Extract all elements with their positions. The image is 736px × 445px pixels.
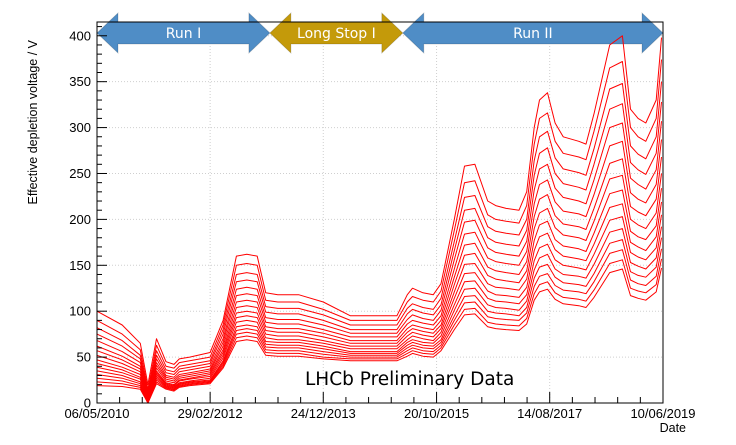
x-axis-title: Date xyxy=(660,421,686,435)
series-line xyxy=(96,81,662,393)
series-line xyxy=(96,214,662,402)
series-line xyxy=(96,121,662,397)
series-line xyxy=(96,267,662,404)
x-tick-label: 14/08/2017 xyxy=(517,406,582,421)
series-line xyxy=(96,237,662,403)
x-tick-label: 20/10/2015 xyxy=(404,406,469,421)
y-tick-label: 250 xyxy=(69,166,91,181)
series-line xyxy=(96,248,662,404)
y-tick-label: 100 xyxy=(69,304,91,319)
axis-ticks: 0 50 100 150 200 250 300 350 400 06/05/2010 29/02/… xyxy=(64,26,696,421)
y-axis-title: Effective depletion voltage / V xyxy=(26,39,40,204)
series-lines xyxy=(96,35,662,404)
annotation-text: LHCb Preliminary Data xyxy=(305,369,514,390)
series-line xyxy=(96,226,662,403)
phase-arrows: Run I Long Stop I Run II xyxy=(96,11,664,55)
y-tick-label: 0 xyxy=(84,396,91,411)
y-tick-label: 150 xyxy=(69,258,91,273)
x-tick-label: 29/02/2012 xyxy=(178,406,243,421)
x-tick-label: 10/06/2019 xyxy=(630,406,695,421)
phase-label: Long Stop I xyxy=(297,26,376,42)
series-line xyxy=(96,59,662,390)
series-line xyxy=(96,156,662,399)
y-tick-label: 50 xyxy=(77,350,91,365)
y-tick-label: 200 xyxy=(69,212,91,227)
series-line xyxy=(96,201,662,402)
phase-label: Run II xyxy=(513,26,553,42)
series-line xyxy=(96,35,662,386)
y-tick-label: 350 xyxy=(69,74,91,89)
series-line xyxy=(96,258,662,404)
y-tick-label: 300 xyxy=(69,120,91,135)
series-line xyxy=(96,173,662,400)
plot-frame xyxy=(96,21,664,404)
x-tick-label: 24/12/2013 xyxy=(291,406,356,421)
series-line xyxy=(96,188,662,401)
phase-label: Run I xyxy=(166,26,201,42)
series-line xyxy=(96,139,662,398)
y-tick-label: 400 xyxy=(69,28,91,43)
x-tick-label: 06/05/2010 xyxy=(64,406,129,421)
series-line xyxy=(96,101,662,395)
